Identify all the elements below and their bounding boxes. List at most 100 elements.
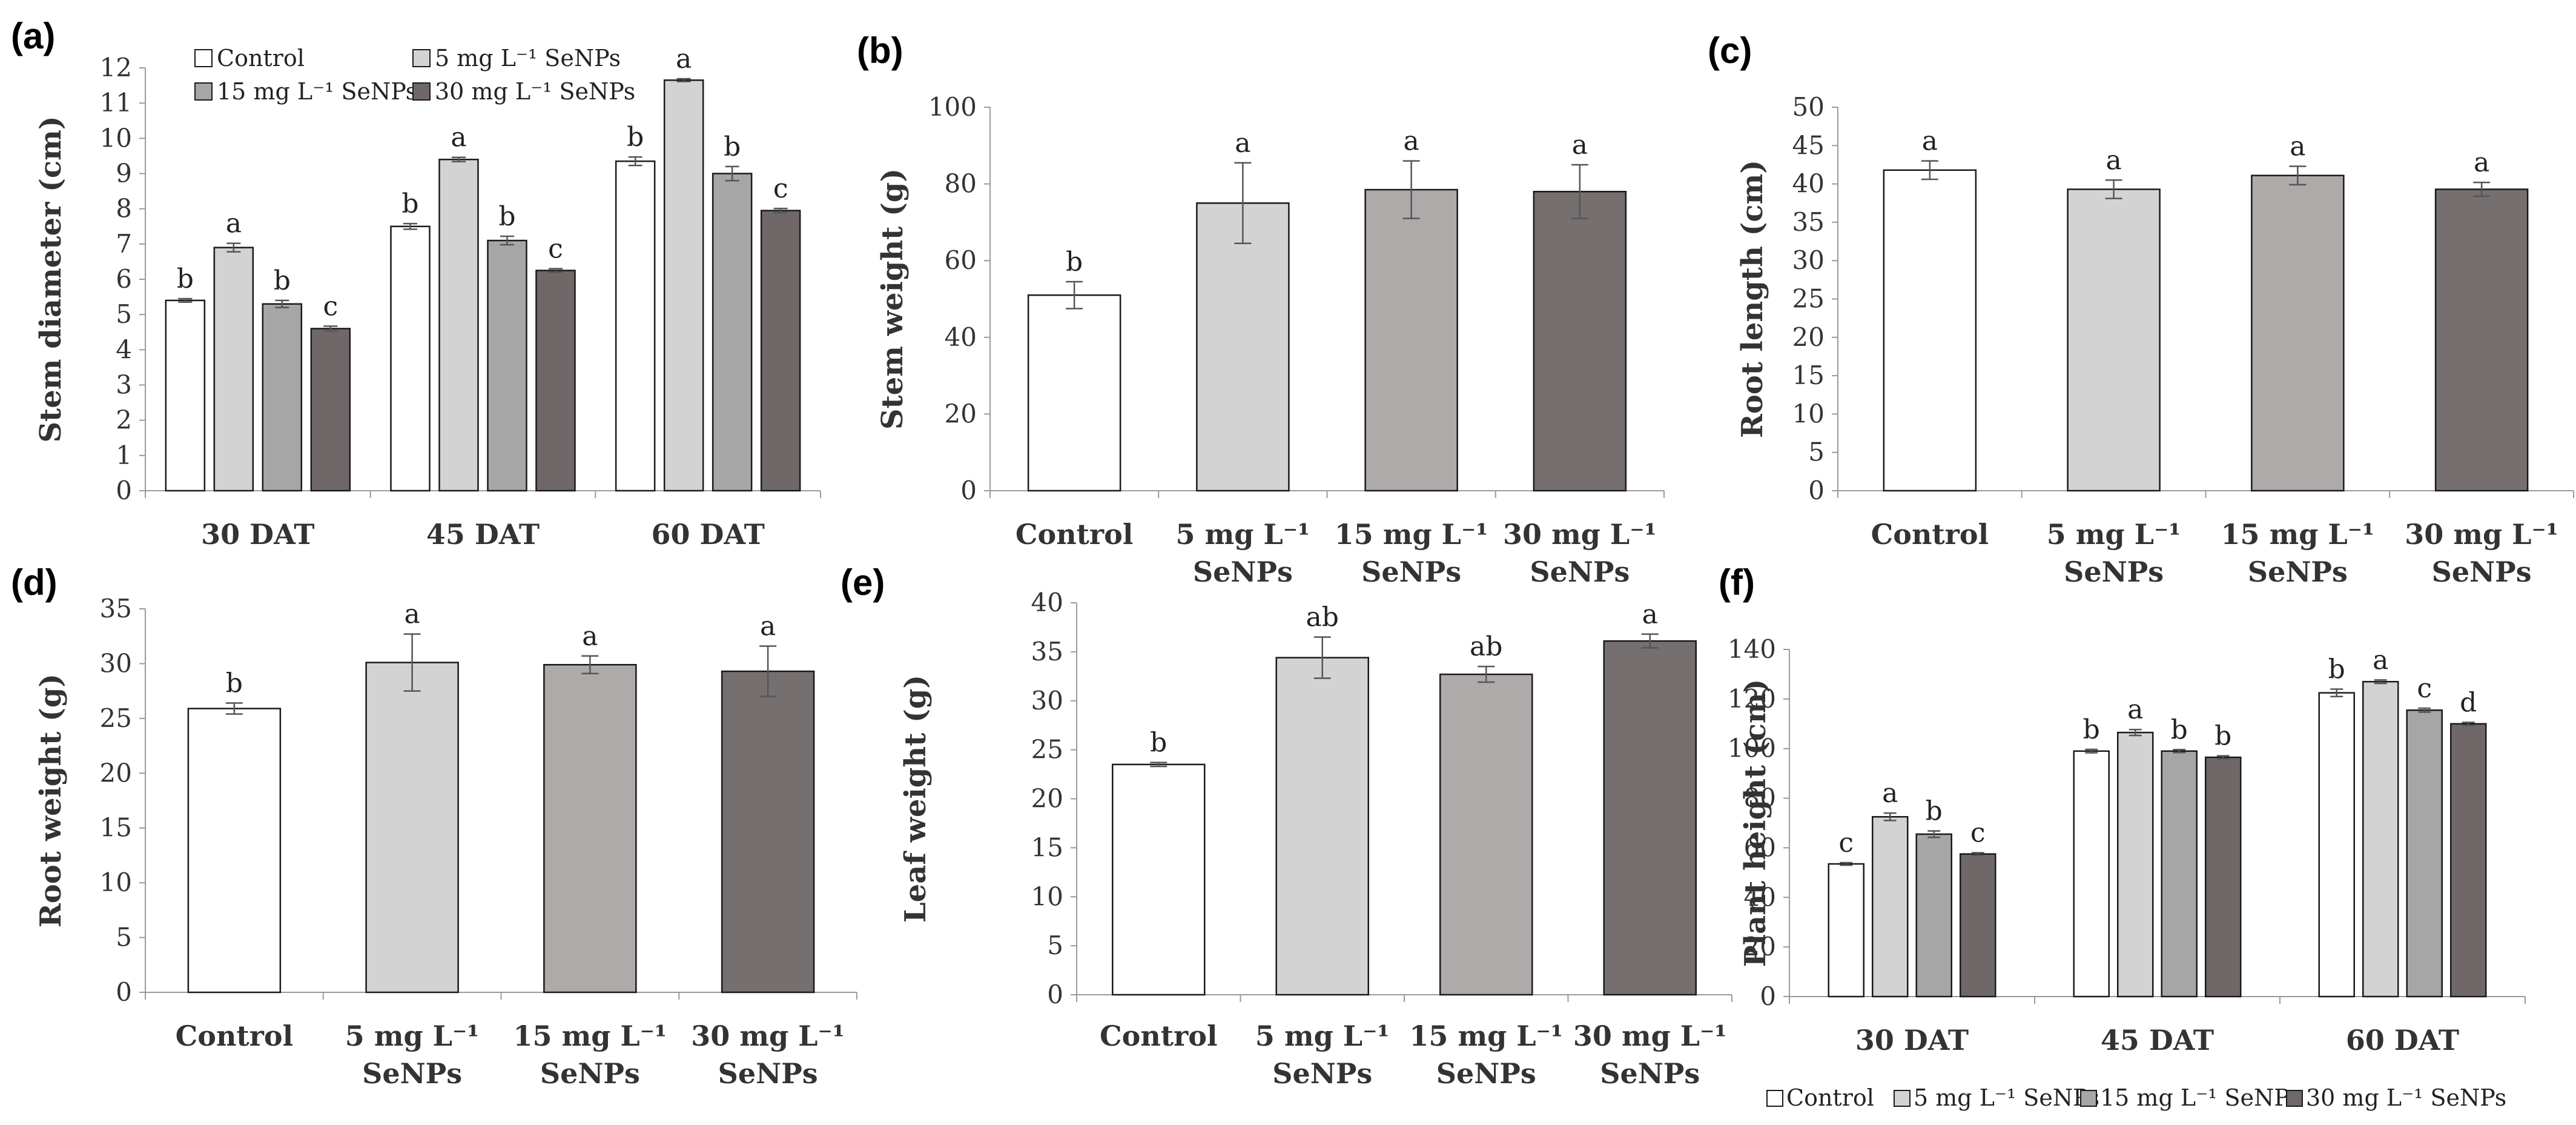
y-tick-label-d-1: 5 bbox=[116, 923, 132, 952]
x-category-d-0-line0: Control bbox=[176, 1020, 293, 1052]
y-tick-label-a-3: 3 bbox=[116, 370, 132, 400]
error-bar-f-1-0 bbox=[2085, 748, 2098, 754]
error-bar-f-0-1 bbox=[1883, 812, 1897, 821]
y-tick-label-e-1: 5 bbox=[1047, 931, 1063, 960]
sig-letter-e-3: a bbox=[1642, 599, 1658, 630]
bar-a-1-3 bbox=[535, 270, 576, 492]
y-tick-label-d-7: 35 bbox=[100, 594, 132, 623]
legend-f: Control 5 mg L⁻¹ SeNPs 15 mg L⁻¹ SeNPs 3… bbox=[1766, 1084, 2506, 1111]
error-bar-b-3 bbox=[1571, 164, 1588, 219]
bar-d-0 bbox=[187, 708, 282, 994]
bar-a-0-3 bbox=[310, 328, 351, 492]
x-category-c-0-line0: Control bbox=[1871, 518, 1989, 551]
panel-label-c: (c) bbox=[1708, 30, 1752, 71]
bar-f-1-3 bbox=[2205, 756, 2242, 998]
sig-letter-d-3: a bbox=[760, 611, 776, 642]
panel-label-f: (f) bbox=[1719, 562, 1755, 603]
y-tick-label-c-8: 40 bbox=[1792, 169, 1825, 199]
y-tick-label-e-5: 25 bbox=[1031, 735, 1063, 765]
panel-d: (d) 0 5 10 15 20 25 30 35 Root weight (g) b Control… bbox=[11, 562, 857, 1090]
sig-letter-c-1: a bbox=[2106, 145, 2122, 176]
error-bar-e-2 bbox=[1478, 665, 1495, 683]
sig-letter-d-0: b bbox=[226, 668, 243, 699]
bar-f-0-0 bbox=[1828, 863, 1864, 998]
sig-letter-a-0-0: b bbox=[177, 264, 194, 294]
error-bar-f-0-3 bbox=[1971, 852, 1984, 856]
y-axis-title-c: Root length (cm) bbox=[1735, 160, 1769, 438]
x-category-d-3-line0: 30 mg L⁻¹ bbox=[691, 1020, 845, 1052]
error-bar-a-0-3 bbox=[323, 325, 338, 332]
sig-letter-f-1-0: b bbox=[2083, 714, 2100, 745]
x-category-c-1-line1: SeNPs bbox=[2064, 556, 2164, 588]
bar-b-2 bbox=[1364, 188, 1458, 492]
sig-letter-c-3: a bbox=[2474, 147, 2489, 178]
error-bar-f-2-2 bbox=[2418, 707, 2431, 713]
error-bar-f-0-0 bbox=[1840, 861, 1853, 866]
y-tick-label-b-5: 100 bbox=[928, 92, 977, 122]
sig-letter-a-0-2: b bbox=[274, 265, 291, 296]
y-tick-label-e-0: 0 bbox=[1047, 980, 1063, 1009]
y-tick-label-a-9: 9 bbox=[116, 159, 132, 188]
y-axis-title-e: Leaf weight (g) bbox=[899, 675, 933, 923]
legend-f-swatch-30mg bbox=[2286, 1090, 2303, 1107]
bar-f-0-2 bbox=[1915, 833, 1952, 998]
sig-letter-a-1-1: a bbox=[451, 122, 466, 153]
bar-e-2 bbox=[1439, 673, 1533, 996]
y-tick-label-b-1: 20 bbox=[945, 399, 977, 428]
error-bar-d-0 bbox=[225, 702, 243, 715]
y-tick-label-f-3: 60 bbox=[1744, 832, 1776, 862]
legend-f-swatch-5mg bbox=[1894, 1090, 1911, 1107]
sig-letter-e-1: ab bbox=[1306, 602, 1339, 633]
panel-c: (c) 0 5 10 15 20 25 30 35 40 45 50 Root length (cm) a… bbox=[1708, 30, 2574, 588]
legend-a-label-30mg: 30 mg L⁻¹ SeNPs bbox=[435, 78, 635, 105]
x-category-d-1-line0: 5 mg L⁻¹ bbox=[345, 1020, 480, 1052]
error-bar-f-1-3 bbox=[2216, 755, 2230, 760]
y-tick-label-c-2: 10 bbox=[1792, 399, 1825, 428]
panel-label-d: (d) bbox=[11, 562, 58, 603]
y-tick-label-a-6: 6 bbox=[116, 264, 132, 294]
x-category-e-3-line1: SeNPs bbox=[1600, 1057, 1700, 1090]
y-tick-label-c-7: 35 bbox=[1792, 207, 1825, 237]
error-bar-a-1-1 bbox=[451, 156, 466, 162]
bar-b-1 bbox=[1196, 202, 1290, 492]
error-bar-e-3 bbox=[1641, 633, 1659, 649]
sig-letter-f-2-0: b bbox=[2328, 654, 2345, 685]
sig-letter-b-2: a bbox=[1404, 126, 1419, 157]
bar-b-3 bbox=[1533, 191, 1627, 492]
error-bar-c-3 bbox=[2473, 181, 2491, 197]
bar-a-2-1 bbox=[663, 79, 704, 492]
y-tick-label-a-0: 0 bbox=[116, 476, 132, 505]
y-tick-label-e-2: 10 bbox=[1031, 881, 1063, 911]
sig-letter-f-1-1: a bbox=[2127, 694, 2143, 725]
sig-letter-a-1-0: b bbox=[401, 188, 418, 219]
legend-a-swatch-15mg bbox=[194, 82, 213, 101]
y-tick-label-a-12: 12 bbox=[100, 53, 132, 82]
y-tick-label-b-2: 40 bbox=[945, 322, 977, 352]
y-tick-label-f-1: 20 bbox=[1744, 932, 1776, 961]
y-axis-title-b: Stem weight (g) bbox=[876, 168, 910, 430]
sig-letter-f-0-0: c bbox=[1838, 828, 1854, 858]
bar-a-2-0 bbox=[615, 160, 656, 492]
legend-f-swatch-15mg bbox=[2080, 1090, 2097, 1107]
sig-letter-f-1-2: b bbox=[2171, 714, 2188, 745]
x-category-e-3-line0: 30 mg L⁻¹ bbox=[1573, 1020, 1727, 1052]
legend-a: Control 5 mg L⁻¹ SeNPs 15 mg L⁻¹ SeNPs 3… bbox=[194, 45, 635, 105]
error-bar-e-0 bbox=[1150, 762, 1167, 768]
error-bar-c-0 bbox=[1921, 160, 1938, 181]
y-tick-label-f-0: 0 bbox=[1760, 981, 1776, 1011]
error-bar-a-1-0 bbox=[403, 222, 418, 230]
sig-letter-c-2: a bbox=[2290, 131, 2305, 162]
sig-letter-e-2: ab bbox=[1470, 631, 1502, 662]
panel-label-b: (b) bbox=[857, 30, 903, 71]
sig-letter-f-0-1: a bbox=[1882, 778, 1898, 809]
x-category-f-0: 30 DAT bbox=[1855, 1024, 1969, 1057]
y-tick-label-d-5: 25 bbox=[100, 703, 132, 733]
sig-letter-a-1-2: b bbox=[498, 201, 515, 232]
error-bar-d-1 bbox=[403, 633, 421, 692]
y-tick-label-f-4: 80 bbox=[1744, 783, 1776, 813]
error-bar-f-1-2 bbox=[2173, 749, 2186, 754]
bar-b-0 bbox=[1027, 294, 1121, 492]
y-tick-label-f-2: 40 bbox=[1744, 882, 1776, 912]
y-tick-label-c-10: 50 bbox=[1792, 92, 1825, 122]
